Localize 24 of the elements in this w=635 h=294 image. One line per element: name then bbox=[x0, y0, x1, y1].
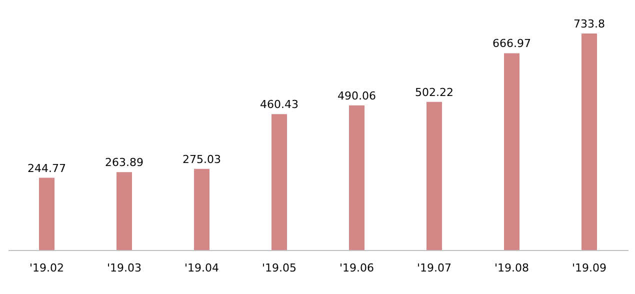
bar bbox=[349, 105, 364, 250]
data-label: 460.43 bbox=[260, 98, 298, 112]
bar bbox=[194, 168, 210, 250]
bar bbox=[272, 114, 287, 250]
bar bbox=[39, 178, 54, 250]
x-tick-label: '19.07 bbox=[416, 262, 452, 274]
bar bbox=[116, 172, 132, 250]
x-tick-label: '19.03 bbox=[106, 262, 142, 274]
x-tick-label: '19.04 bbox=[184, 262, 220, 274]
data-label: 666.97 bbox=[492, 37, 531, 50]
x-tick-label: '19.05 bbox=[262, 262, 297, 274]
data-label: 502.22 bbox=[415, 86, 454, 99]
data-label: 275.03 bbox=[182, 152, 221, 166]
bar bbox=[504, 53, 520, 250]
bar bbox=[426, 102, 442, 250]
x-tick-label: '19.06 bbox=[339, 262, 374, 274]
x-tick-label: '19.09 bbox=[572, 262, 607, 274]
bar bbox=[582, 34, 597, 250]
data-label: 490.06 bbox=[338, 89, 376, 102]
data-label: 733.8 bbox=[574, 18, 605, 31]
x-tick-label: '19.08 bbox=[494, 262, 530, 274]
data-label: 263.89 bbox=[105, 156, 144, 170]
data-label: 244.77 bbox=[28, 162, 66, 175]
x-tick-label: '19.02 bbox=[29, 262, 64, 274]
